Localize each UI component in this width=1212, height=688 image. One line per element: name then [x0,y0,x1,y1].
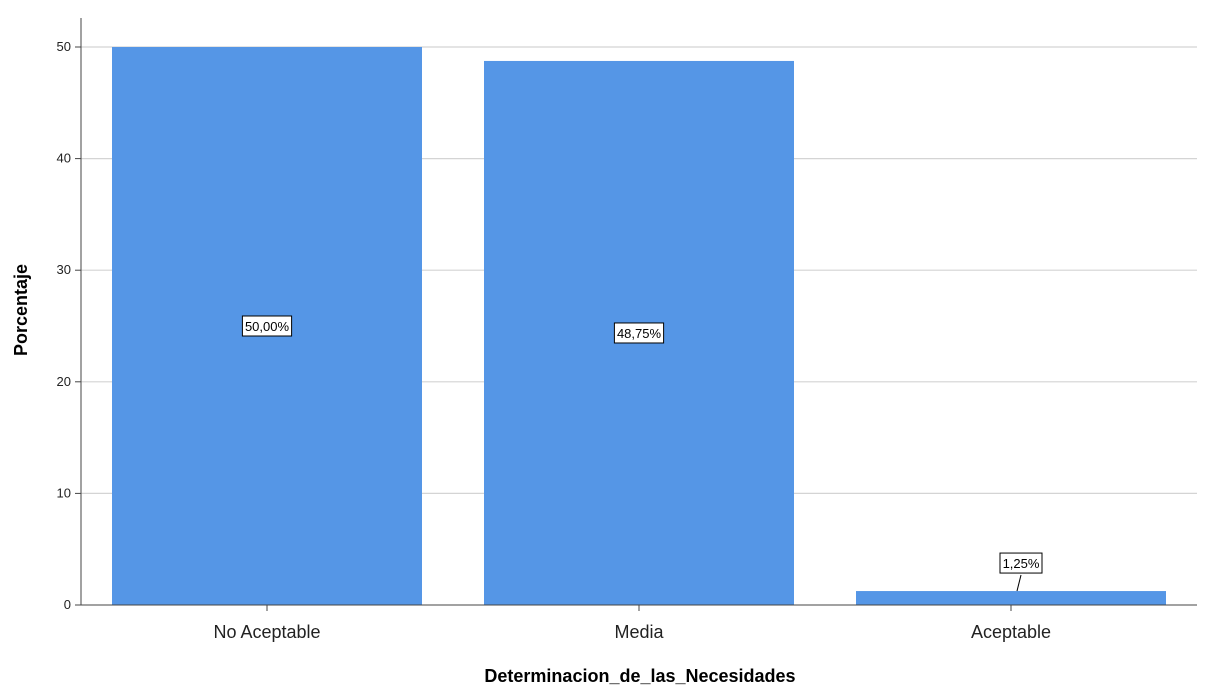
data-label: 1,25% [1003,556,1040,571]
x-category-label: Media [614,622,664,642]
data-labels: 50,00% 48,75% 1,25% [241,315,1043,592]
y-tick-label: 30 [57,262,71,277]
data-label-box [999,552,1043,574]
data-label-box [613,322,665,344]
y-tick-label: 0 [64,597,71,612]
x-category-labels: No Aceptable Media Aceptable [213,605,1051,642]
data-label: 50,00% [245,319,290,334]
x-axis-title: Determinacion_de_las_Necesidades [484,666,795,686]
y-tick-label: 50 [57,39,71,54]
bar-aceptable [856,591,1166,605]
bars [112,47,1166,605]
x-category-label: No Aceptable [213,622,320,642]
data-label-leader [1016,574,1022,592]
x-category-label: Aceptable [971,622,1051,642]
data-label-box [241,315,293,337]
data-label: 48,75% [617,326,662,341]
y-tick-labels: 0 10 20 30 40 50 [57,39,81,612]
y-tick-label: 10 [57,485,71,500]
y-axis-title: Porcentaje [11,264,31,356]
y-tick-label: 40 [57,151,71,166]
y-tick-label: 20 [57,374,71,389]
